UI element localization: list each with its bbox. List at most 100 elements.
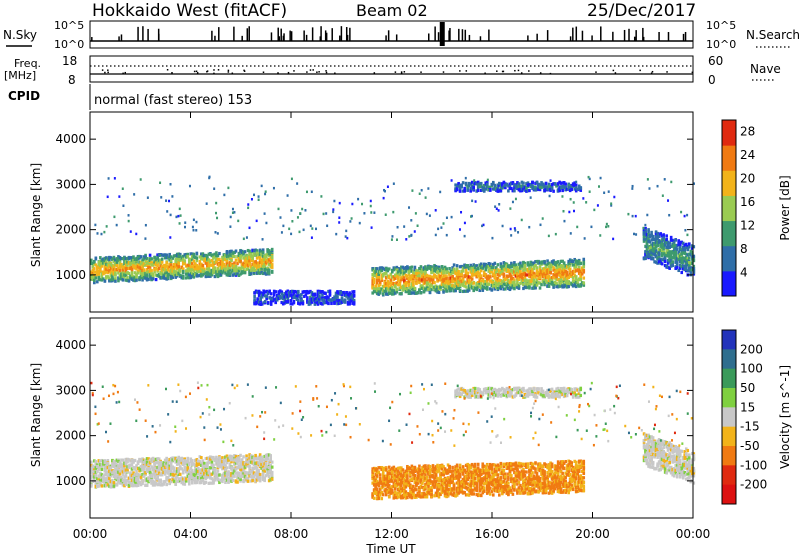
- scatter-cell: [370, 211, 373, 214]
- power-panel: [90, 112, 696, 312]
- echo-cell: [501, 266, 504, 270]
- echo-cell: [534, 188, 537, 192]
- echo-cell: [175, 272, 179, 277]
- echo-cell: [550, 182, 554, 187]
- echo-cell: [339, 290, 342, 294]
- echo-cell: [644, 228, 647, 233]
- echo-cell: [108, 279, 111, 283]
- echo-cell: [109, 479, 113, 484]
- echo-cell: [490, 279, 494, 283]
- echo-cell: [147, 480, 150, 484]
- scatter-cell: [325, 212, 328, 215]
- freq-dot: [639, 69, 641, 72]
- freq-dot: [107, 71, 109, 74]
- echo-cell: [120, 264, 123, 268]
- echo-cell: [269, 292, 273, 296]
- echo-cell: [194, 262, 197, 266]
- echo-cell: [130, 256, 134, 260]
- freq-dot: [196, 72, 199, 74]
- echo-cell: [666, 252, 670, 256]
- echo-cell: [532, 265, 536, 269]
- echo-cell: [96, 480, 99, 484]
- echo-cell: [263, 258, 266, 262]
- echo-cell: [372, 269, 376, 274]
- echo-cell: [132, 465, 135, 470]
- echo-cell: [270, 270, 274, 274]
- echo-cell: [576, 269, 580, 273]
- echo-cell: [166, 256, 170, 260]
- echo-cell: [482, 279, 486, 283]
- echo-cell: [466, 279, 469, 283]
- echo-cell: [577, 259, 581, 264]
- echo-cell: [449, 269, 453, 273]
- echo-cell: [532, 187, 536, 191]
- echo-cell: [124, 478, 128, 482]
- echo-cell: [580, 281, 584, 285]
- echo-cell: [378, 283, 382, 287]
- echo-cell: [437, 278, 441, 282]
- echo-cell: [460, 282, 463, 286]
- echo-cell: [472, 288, 476, 293]
- scatter-cell: [338, 216, 341, 219]
- scatter-cell: [122, 204, 125, 207]
- echo-cell: [467, 181, 471, 186]
- echo-cell: [124, 267, 128, 271]
- echo-cell: [690, 250, 694, 254]
- echo-cell: [96, 464, 99, 469]
- echo-cell: [418, 271, 421, 276]
- echo-cell: [127, 271, 131, 276]
- scatter-cell: [320, 195, 323, 198]
- echo-cell: [111, 471, 114, 475]
- echo-cell: [404, 287, 408, 291]
- echo-cell: [166, 462, 170, 466]
- echo-cell: [454, 189, 457, 193]
- echo-cell: [309, 299, 312, 303]
- echo-cell: [346, 292, 350, 297]
- echo-cell: [538, 275, 542, 280]
- echo-cell: [174, 259, 178, 263]
- echo-cell: [210, 263, 214, 267]
- echo-cell: [277, 290, 281, 294]
- echo-cell: [160, 253, 164, 257]
- echo-cell: [407, 272, 411, 276]
- echo-cell: [434, 269, 438, 273]
- scatter-cell: [177, 214, 180, 218]
- scatter-cell: [646, 213, 649, 217]
- echo-cell: [482, 272, 486, 276]
- echo-cell: [467, 284, 471, 288]
- scatter-cell: [603, 191, 606, 195]
- echo-cell: [573, 263, 577, 267]
- echo-cell: [507, 268, 510, 272]
- echo-cell: [97, 465, 101, 470]
- echo-cell: [151, 263, 155, 267]
- echo-cell: [561, 284, 564, 288]
- echo-cell: [683, 251, 687, 256]
- echo-cell: [377, 289, 381, 293]
- echo-cell: [410, 277, 414, 281]
- echo-cell: [570, 187, 573, 192]
- echo-cell: [657, 260, 661, 264]
- scatter-cell: [264, 192, 267, 196]
- echo-cell: [312, 295, 315, 300]
- scatter-cell: [445, 233, 448, 237]
- echo-cell: [680, 248, 684, 252]
- echo-cell: [174, 261, 178, 265]
- echo-cell: [234, 264, 238, 269]
- echo-cell: [236, 268, 239, 272]
- echo-cell: [165, 482, 168, 487]
- echo-cell: [479, 286, 483, 290]
- echo-cell: [181, 254, 185, 259]
- echo-cell: [209, 272, 212, 277]
- echo-cell: [135, 276, 138, 280]
- echo-cell: [467, 286, 471, 290]
- echo-cell: [577, 277, 581, 281]
- echo-cell: [549, 263, 552, 267]
- echo-cell: [130, 273, 134, 277]
- scatter-cell: [425, 212, 428, 216]
- echo-cell: [395, 274, 399, 278]
- echo-cell: [216, 272, 220, 276]
- echo-cell: [114, 468, 117, 472]
- echo-cell: [148, 273, 152, 277]
- echo-cell: [204, 271, 208, 275]
- echo-cell: [394, 284, 397, 288]
